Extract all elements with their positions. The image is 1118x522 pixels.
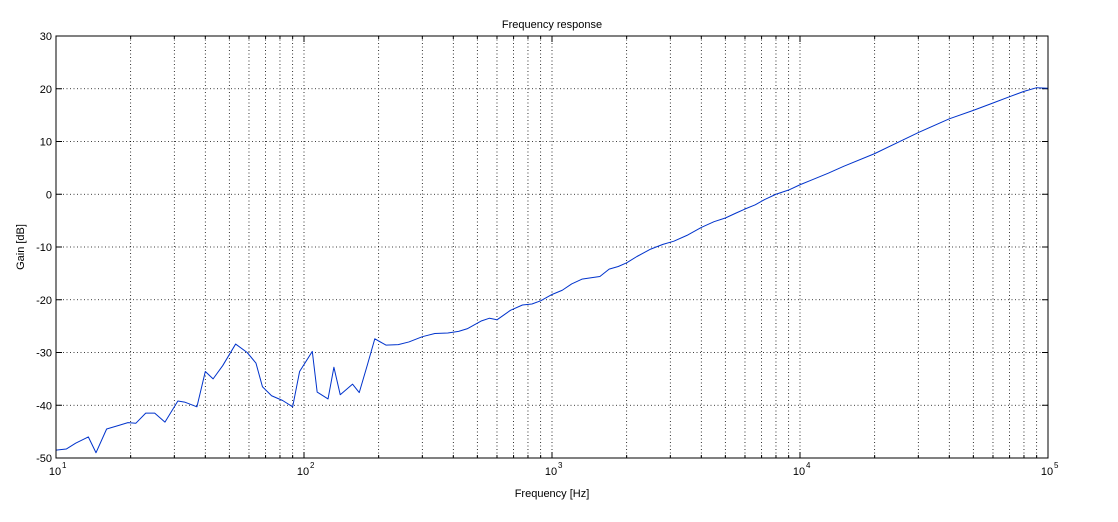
y-tick-label: -40 bbox=[36, 400, 52, 412]
x-tick-label: 103 bbox=[545, 461, 563, 478]
x-tick-label: 101 bbox=[49, 461, 67, 478]
x-tick-label-base: 10 bbox=[49, 466, 61, 478]
y-tick-label: -30 bbox=[36, 348, 52, 360]
x-tick-label-exponent: 4 bbox=[806, 461, 811, 470]
y-tick-label: 0 bbox=[46, 189, 52, 201]
x-tick-label: 104 bbox=[793, 461, 811, 478]
x-axis-label: Frequency [Hz] bbox=[515, 488, 590, 500]
x-tick-label-exponent: 3 bbox=[558, 461, 563, 470]
axes-box bbox=[55, 35, 1049, 459]
chart-title: Frequency response bbox=[502, 19, 602, 31]
x-tick-label: 102 bbox=[297, 461, 315, 478]
data-series-line bbox=[55, 87, 1049, 454]
x-tick-label-base: 10 bbox=[793, 466, 805, 478]
x-tick-label-exponent: 1 bbox=[62, 461, 67, 470]
x-tick-label-exponent: 2 bbox=[310, 461, 315, 470]
x-tick-label-base: 10 bbox=[297, 466, 309, 478]
x-tick-label: 105 bbox=[1041, 461, 1059, 478]
y-tick-label: 20 bbox=[40, 84, 52, 96]
y-tick-label: 30 bbox=[40, 31, 52, 43]
x-tick-label-exponent: 5 bbox=[1054, 461, 1059, 470]
y-tick-label: 10 bbox=[40, 137, 52, 149]
x-tick-label-base: 10 bbox=[1041, 466, 1053, 478]
y-tick-label: -20 bbox=[36, 295, 52, 307]
x-tick-label-base: 10 bbox=[545, 466, 557, 478]
y-tick-label: -50 bbox=[36, 453, 52, 465]
y-axis-label: Gain [dB] bbox=[15, 224, 27, 270]
y-tick-label: -10 bbox=[36, 242, 52, 254]
